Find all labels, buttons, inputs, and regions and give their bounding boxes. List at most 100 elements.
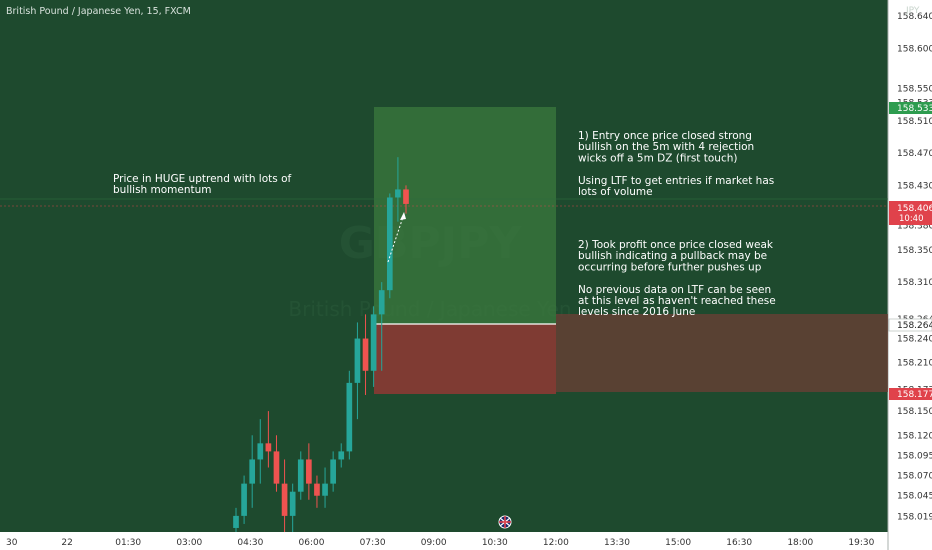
x-tick-label: 07:30 <box>360 538 386 548</box>
candle-body <box>289 491 296 516</box>
symbol-title[interactable]: British Pound / Japanese Yen, 15, FXCM <box>6 6 191 17</box>
y-tick-label: 158.430 <box>897 181 932 191</box>
candle[interactable] <box>273 435 280 492</box>
x-tick-label: 10:30 <box>482 538 508 548</box>
candle[interactable] <box>330 451 336 492</box>
y-tick-label: 158.120 <box>897 431 932 441</box>
candle[interactable] <box>338 443 345 468</box>
entry-price-badge: 158.264 <box>888 318 932 332</box>
x-tick-label: 19:30 <box>848 538 874 548</box>
x-tick-label: 03:00 <box>176 538 202 548</box>
price-axis-panel <box>888 0 932 550</box>
left-note-line-1: Price in HUGE uptrend with lots of <box>113 173 291 185</box>
note-line: Using LTF to get entries if market has <box>578 175 774 187</box>
candle[interactable] <box>265 411 272 468</box>
candle[interactable] <box>362 314 369 395</box>
note-line: at this level as haven't reached these <box>578 295 776 307</box>
candle-body <box>378 290 385 315</box>
x-tick-label: 01:30 <box>115 538 141 548</box>
x-tick-label: 09:00 <box>421 538 447 548</box>
x-tick-label: 18:00 <box>787 538 813 548</box>
trend-arrowhead <box>400 212 406 220</box>
x-tick-label: 15:00 <box>665 538 691 548</box>
candle-body <box>306 459 312 484</box>
candle[interactable] <box>233 507 239 532</box>
time-axis-panel <box>0 532 888 550</box>
y-tick-label: 158.380 <box>897 222 932 232</box>
candles-group <box>233 157 409 532</box>
y-tick-label: 158.019 <box>897 513 932 523</box>
x-tick-label: 30 <box>6 538 18 548</box>
note-line: bullish on the 5m with 4 rejection <box>578 141 754 153</box>
note-line: levels since 2016 June <box>578 306 695 318</box>
candle-body <box>354 338 361 383</box>
y-tick-label: 158.550 <box>897 85 932 95</box>
y-tick-label: 158.095 <box>897 451 932 461</box>
note-line: No previous data on LTF can be seen <box>578 284 771 296</box>
svg-text:158.177: 158.177 <box>897 390 932 400</box>
candle[interactable] <box>346 370 353 460</box>
y-tick-label: 158.210 <box>897 359 932 369</box>
candle-body <box>249 459 256 484</box>
x-tick-label: 12:00 <box>543 538 569 548</box>
candle-body <box>330 459 336 484</box>
candle[interactable] <box>297 451 304 500</box>
candle[interactable] <box>289 483 296 532</box>
candle-body <box>322 483 328 496</box>
candle[interactable] <box>395 157 401 222</box>
note-line: lots of volume <box>578 186 653 198</box>
y-tick-label: 158.150 <box>897 407 932 417</box>
uk-flag-icon[interactable] <box>498 515 512 529</box>
y-tick-label: 158.045 <box>897 492 932 502</box>
loss-zone[interactable] <box>374 324 556 394</box>
candle[interactable] <box>370 306 377 387</box>
current-price-badge: 158.406 10:40 <box>889 201 932 225</box>
y-tick-label: 158.470 <box>897 149 932 159</box>
candle-body <box>241 483 247 516</box>
y-tick-label: 158.510 <box>897 117 932 127</box>
profit-zone[interactable] <box>374 107 556 324</box>
svg-text:158.406: 158.406 <box>897 204 932 214</box>
trend-arrow <box>387 213 405 263</box>
candle[interactable] <box>378 282 385 371</box>
candle[interactable] <box>403 185 409 214</box>
candle[interactable] <box>249 435 256 508</box>
candle[interactable] <box>241 475 247 524</box>
candle-body <box>403 189 409 204</box>
x-tick-label: 13:30 <box>604 538 630 548</box>
stop-price-badge: 158.177 <box>889 388 932 400</box>
candle[interactable] <box>257 419 264 484</box>
y-tick-label: 158.240 <box>897 335 932 345</box>
candle[interactable] <box>354 322 361 420</box>
candle-body <box>395 189 401 198</box>
candle-body <box>297 459 304 492</box>
candle-body <box>370 314 377 371</box>
svg-text:158.264: 158.264 <box>897 321 932 331</box>
candle-body <box>362 338 369 371</box>
extended-loss-zone <box>556 314 888 392</box>
y-tick-label: 158.070 <box>897 472 932 482</box>
candle-body <box>265 443 272 452</box>
time-axis[interactable]: 30 22 01:30 03:00 04:30 06:00 07:30 09:00 10:30 1… <box>6 538 875 548</box>
candle[interactable] <box>306 443 312 500</box>
candle[interactable] <box>322 467 328 508</box>
exit-note: 2) Took profit once price closed weakbul… <box>578 239 776 318</box>
candle-body <box>257 443 264 460</box>
note-line: wicks off a 5m DZ (first touch) <box>578 152 737 164</box>
candle-body <box>338 451 345 460</box>
candle-body <box>386 197 393 291</box>
x-tick-label: 04:30 <box>237 538 263 548</box>
x-tick-label: 06:00 <box>299 538 325 548</box>
x-tick-label: 22 <box>61 538 72 548</box>
candle[interactable] <box>386 193 393 299</box>
candle[interactable] <box>314 475 320 508</box>
candle[interactable] <box>281 459 288 532</box>
note-line: bullish indicating a pullback may be <box>578 250 767 262</box>
entry-note: 1) Entry once price closed strongbullish… <box>578 130 774 198</box>
svg-text:10:40: 10:40 <box>899 214 924 224</box>
left-note-line-2: bullish momentum <box>113 184 212 196</box>
candle-body <box>346 382 353 452</box>
candle-body <box>273 451 280 484</box>
